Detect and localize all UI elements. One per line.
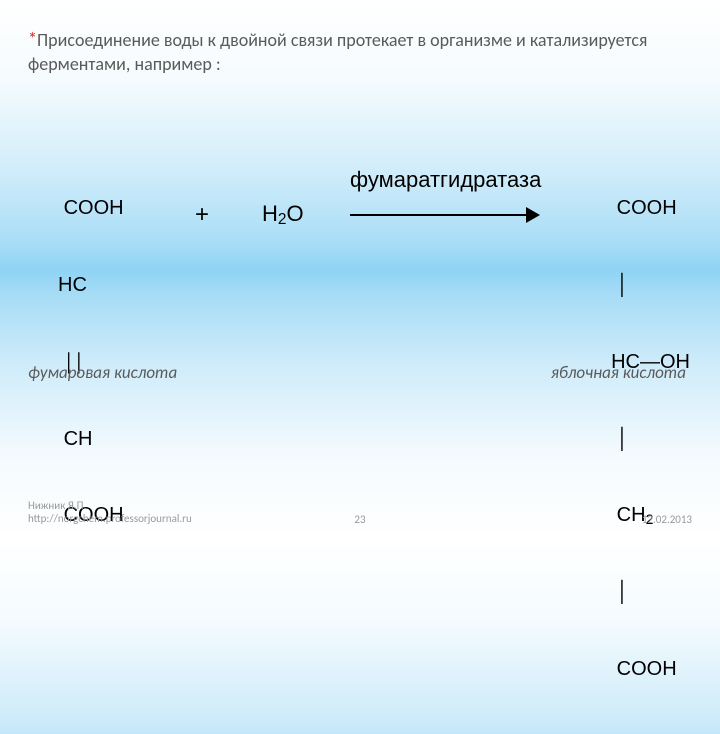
- mol-line: │: [611, 580, 690, 606]
- mol-line: COOH: [611, 657, 690, 683]
- reaction-arrow-icon: [350, 207, 540, 223]
- footer-date: 12.02.2013: [642, 513, 692, 526]
- mol-line: COOH: [611, 196, 690, 222]
- asterisk-icon: *: [28, 28, 37, 50]
- arrow-head: [526, 207, 540, 223]
- plus-sign: +: [195, 201, 209, 229]
- water-formula: H2O: [262, 201, 304, 229]
- arrow-line: [350, 214, 528, 216]
- product-caption: яблочная кислота: [551, 362, 686, 383]
- slide: *Присоединение воды к двойной связи прот…: [0, 0, 720, 540]
- mol-line: │: [611, 427, 690, 453]
- footer-page-number: 23: [354, 513, 365, 526]
- mol-line: CH: [58, 427, 124, 453]
- product-structure: COOH │ HC—OH │ CH2 │ COOH: [611, 145, 690, 734]
- footer-url: http://norgchem.professorjournal.ru: [28, 512, 192, 526]
- reaction-diagram: COOH HC ׀׀ CH COOH + H2O фумаратгидратаз…: [40, 145, 690, 315]
- h2o-prefix: H: [262, 201, 278, 226]
- footer-author-block: Нижник Я.П. http://norgchem.professorjou…: [28, 499, 192, 527]
- mol-line: │: [611, 273, 690, 299]
- enzyme-label: фумаратгидратаза: [350, 167, 541, 193]
- mol-line: HC: [58, 273, 124, 299]
- headline: *Присоединение воды к двойной связи прот…: [28, 28, 690, 77]
- mol-line: COOH: [58, 196, 124, 222]
- footer-author: Нижник Я.П.: [28, 499, 192, 513]
- h2o-suffix: O: [286, 201, 303, 226]
- reactant-caption: фумаровая кислота: [28, 362, 177, 383]
- headline-text: Присоединение воды к двойной связи проте…: [28, 29, 647, 75]
